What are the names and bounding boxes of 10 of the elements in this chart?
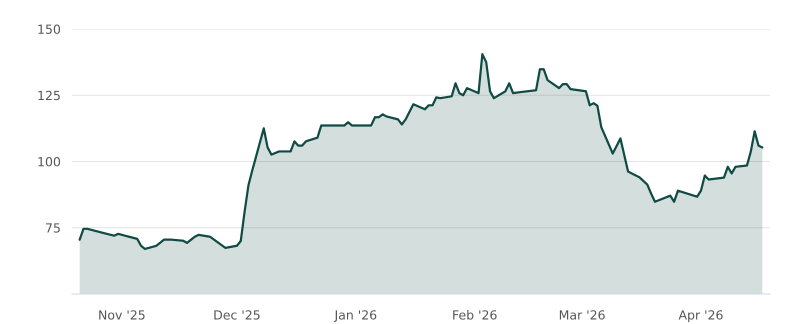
x-tick-label: Mar '26 [560, 310, 605, 320]
y-tick-label: 125 [38, 90, 60, 100]
x-tick-label: Nov '25 [99, 310, 145, 320]
x-tick-label: Jan '26 [334, 310, 376, 322]
x-tick-label: Feb '26 [453, 310, 497, 320]
y-tick-label: 100 [38, 156, 60, 166]
x-tick-label: Apr '26 [678, 310, 723, 322]
y-tick-label: 150 [38, 24, 60, 34]
y-tick-label: 75 [46, 223, 60, 233]
x-tick-label: Dec '25 [214, 310, 260, 320]
